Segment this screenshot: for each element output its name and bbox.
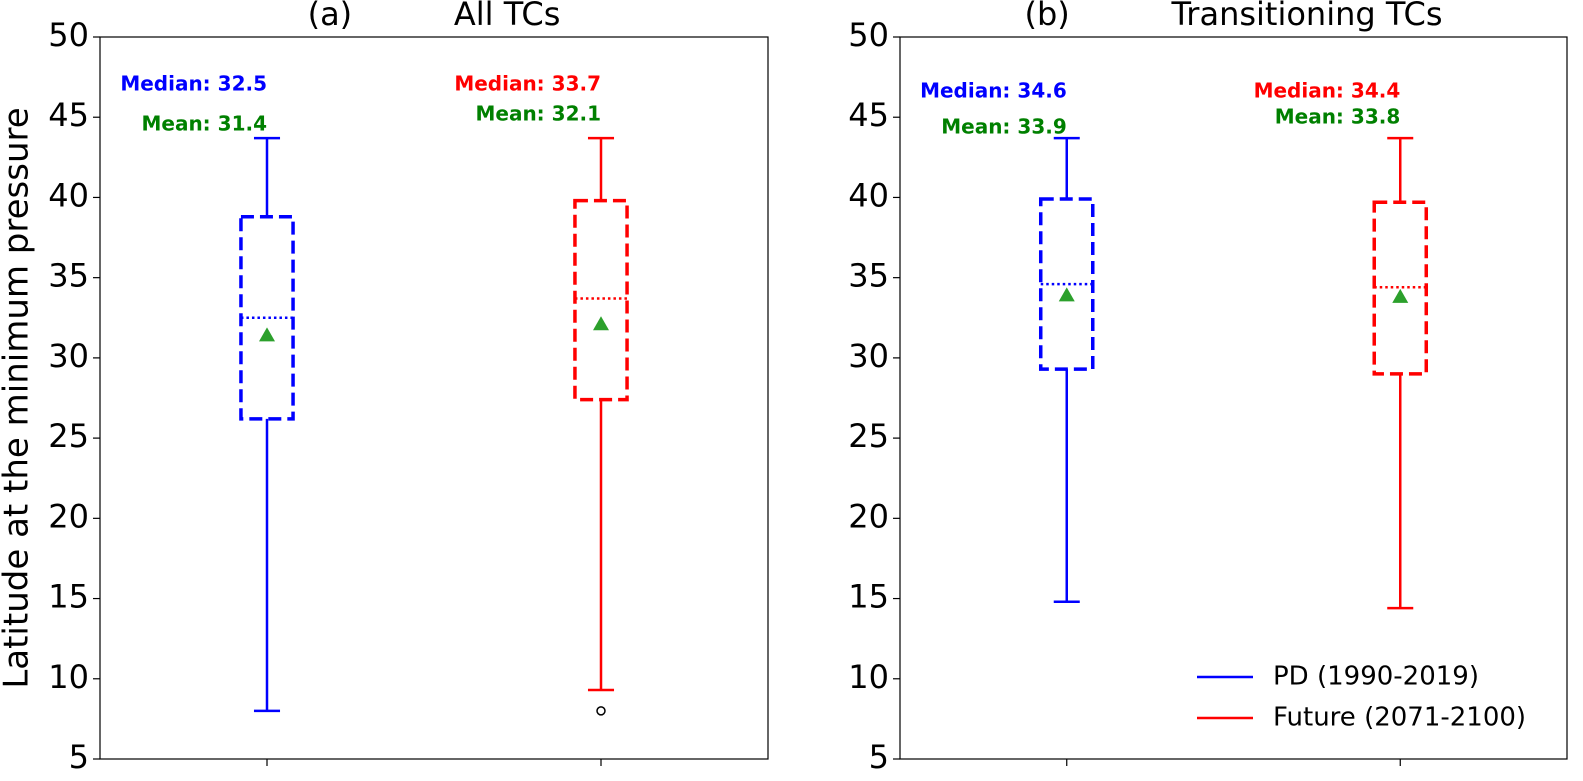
y-tick-label: 10 (48, 658, 89, 696)
y-tick-label: 50 (848, 16, 889, 54)
box (573, 198, 629, 402)
y-tick-label: 25 (48, 417, 89, 455)
y-tick-label: 5 (869, 738, 889, 776)
median-label: Median: 33.7 (454, 72, 601, 96)
legend-label: PD (1990-2019) (1273, 662, 1479, 692)
mean-marker (1392, 288, 1409, 303)
legend-label: Future (2071-2100) (1273, 703, 1526, 733)
y-tick-label: 45 (48, 96, 89, 134)
y-tick-label: 35 (848, 257, 889, 295)
mean-label: Mean: 33.9 (941, 115, 1067, 139)
plot-frame (899, 36, 1568, 760)
mean-marker (1058, 287, 1075, 302)
median-label: Median: 34.4 (1254, 79, 1401, 103)
y-tick-label: 40 (848, 176, 889, 214)
box (1038, 197, 1095, 371)
mean-label: Mean: 32.1 (475, 102, 601, 126)
y-tick-label: 25 (848, 417, 889, 455)
y-tick-label: 5 (69, 738, 89, 776)
mean-marker (593, 316, 609, 331)
median-label: Median: 34.6 (920, 79, 1067, 103)
plot-frame (99, 36, 769, 760)
chart-title: (a) All TCs (308, 0, 561, 33)
y-tick-label: 35 (48, 257, 89, 295)
y-tick-label: 10 (848, 658, 889, 696)
y-tick-label: 45 (848, 96, 889, 134)
mean-marker (259, 327, 275, 342)
mean-label: Mean: 33.8 (1275, 105, 1401, 129)
y-tick-label: 20 (48, 497, 89, 535)
y-axis-label: Latitude at the minimum pressure (0, 107, 37, 688)
flier (596, 706, 606, 716)
y-tick-label: 30 (48, 337, 89, 375)
median-label: Median: 32.5 (120, 72, 267, 96)
y-tick-label: 40 (48, 176, 89, 214)
chart-title: (b) Transitioning TCs (1024, 0, 1442, 33)
y-tick-label: 15 (48, 578, 89, 616)
y-tick-label: 15 (848, 578, 889, 616)
y-tick-label: 30 (848, 337, 889, 375)
y-tick-label: 50 (48, 16, 89, 54)
mean-label: Mean: 31.4 (141, 112, 267, 136)
y-tick-label: 20 (848, 497, 889, 535)
